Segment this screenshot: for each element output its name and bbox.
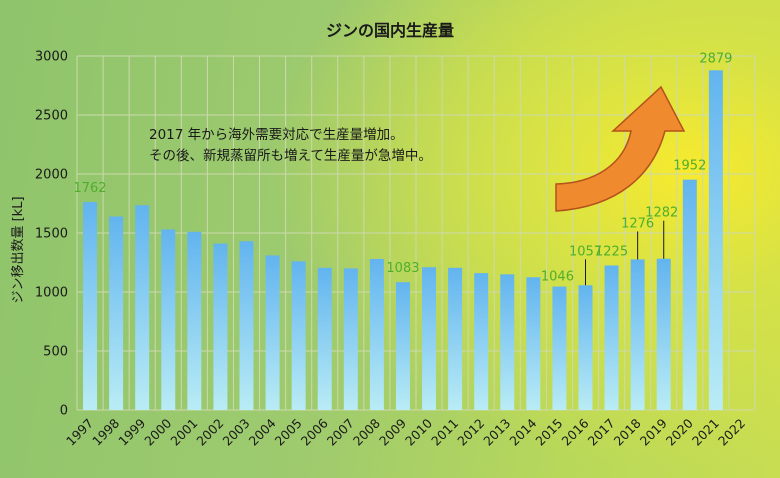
data-label-1997: 1762 [73,181,106,196]
x-axis-ticks: 1997199819992000200120022003200420052006… [63,415,748,448]
bar-2006 [317,267,332,410]
bar-2017 [604,265,619,410]
annotation: 2017 年から海外需要対応で生産量増加。 その後、新規蒸留所も増えて生産量が急… [149,127,432,164]
chart-title: ジンの国内生産量 [326,21,454,40]
x-tick-label: 1997 [63,416,96,449]
bar-2004 [265,255,280,410]
bar-2003 [239,241,254,410]
bar-2007 [343,268,358,410]
data-label-2009: 1083 [386,261,419,276]
bar-1997 [83,202,98,410]
bar-2011 [448,267,463,410]
x-tick-label: 2010 [402,415,435,448]
x-tick-label: 2015 [532,416,565,449]
x-tick-label: 2014 [506,415,539,448]
x-tick-label: 1999 [115,415,148,448]
data-label-2017: 1225 [595,244,628,259]
bar-2009 [395,282,410,410]
x-tick-label: 2019 [637,415,670,448]
x-tick-label: 2009 [376,415,409,448]
x-tick-label: 2001 [167,416,200,449]
x-tick-label: 2020 [663,415,696,448]
y-axis-label: ジン移出数量 [kL] [11,196,26,303]
x-tick-label: 2012 [454,416,487,449]
x-tick-label: 2008 [350,415,383,448]
x-tick-label: 2011 [428,416,461,449]
bar-2001 [187,231,202,410]
bar-2021 [708,70,723,410]
bar-2014 [526,277,541,410]
bar-2002 [213,243,228,410]
y-tick-label: 2500 [35,109,68,124]
x-tick-label: 2000 [141,415,174,448]
x-tick-label: 2021 [689,416,722,449]
bar-2015 [552,286,567,410]
x-tick-label: 2002 [193,416,226,449]
y-tick-label: 500 [43,345,68,360]
gridlines [76,55,756,411]
bar-2008 [369,258,384,410]
x-tick-label: 2006 [298,415,331,448]
x-tick-label: 2003 [220,416,253,449]
y-tick-label: 2000 [35,168,68,183]
x-tick-label: 2013 [480,416,513,449]
data-label-2020: 1952 [673,159,706,174]
x-tick-label: 2007 [324,416,357,449]
bar-2016 [578,285,593,410]
x-tick-label: 2005 [272,416,305,449]
data-label-2021: 2879 [699,51,732,66]
bars [83,70,723,410]
y-tick-label: 3000 [35,50,68,65]
bar-2019 [656,258,671,410]
annotation-line-1: 2017 年から海外需要対応で生産量増加。 [149,127,404,143]
bar-1998 [109,216,124,410]
x-tick-label: 2017 [585,416,618,449]
curved-up-arrow-icon [555,85,686,212]
bar-2010 [422,267,437,410]
x-tick-label: 2018 [611,415,644,448]
data-label-2016: 1057 [569,244,602,259]
bar-2012 [474,273,489,410]
bar-2000 [161,229,176,410]
y-axis-ticks: 0 500 1000 1500 2000 2500 3000 [35,50,68,419]
bar-2018 [630,259,645,410]
y-tick-label: 0 [60,404,68,419]
x-tick-label: 2016 [559,415,592,448]
annotation-line-2: その後、新規蒸留所も増えて生産量が急増中。 [149,148,432,164]
x-tick-label: 2022 [715,416,748,449]
bar-1999 [135,205,150,410]
bar-2013 [500,274,515,410]
x-tick-label: 2004 [246,415,279,448]
bar-2005 [291,261,306,410]
data-label-2015: 1046 [541,270,574,285]
label-leader-lines [585,220,665,286]
x-tick-label: 1998 [89,415,122,448]
y-tick-label: 1500 [35,227,68,242]
bar-2020 [682,179,697,410]
data-label-2019: 1282 [645,206,678,221]
y-tick-label: 1000 [35,286,68,301]
data-label-2018: 1276 [621,216,654,231]
